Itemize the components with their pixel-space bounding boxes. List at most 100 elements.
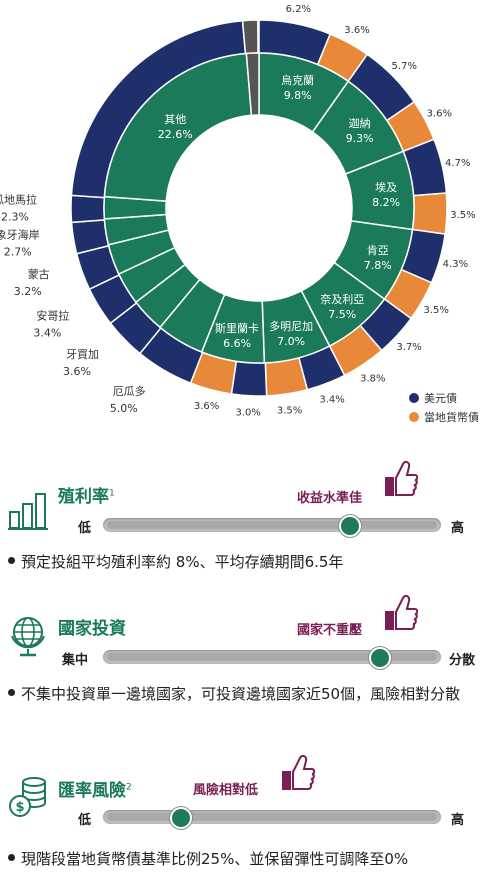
country-slider — [103, 647, 441, 669]
country-title-text: 國家投資 — [58, 619, 126, 639]
yield-title-text: 殖利率 — [58, 487, 109, 507]
inner-label-11: 象牙海岸 — [0, 227, 40, 241]
yield-section: 殖利率1 收益水準佳 低 高 預定投組平均殖利率約 8%、平均存續期間6.5年 — [0, 460, 490, 580]
inner-pct-13: 22.6% — [158, 128, 193, 141]
country-high-label: 分散 — [449, 653, 476, 668]
legend-swatch-local — [409, 412, 419, 422]
fx-section: $ 匯率風險2 風險相對低 低 高 現階段當地貨幣債基準比例25%、並保留彈性可… — [0, 752, 490, 896]
fx-footnote: 2 — [126, 782, 132, 793]
yield-slider-knob — [338, 515, 361, 537]
inner-label-12: 瓜地馬拉 — [0, 193, 37, 207]
inner-pct-7: 5.0% — [110, 402, 138, 415]
yield-bullet-text: 預定投組平均殖利率約 8%、平均存續期間6.5年 — [21, 553, 344, 571]
inner-label-4: 奈及利亞 — [320, 292, 364, 306]
globe-icon — [11, 617, 45, 657]
outer-pct-label-10: 3.4% — [319, 394, 344, 405]
bar-chart-icon — [8, 493, 48, 530]
coins-icon: $ — [9, 777, 46, 817]
inner-pct-9: 3.4% — [33, 326, 61, 339]
country-section: 國家投資 國家不重壓 集中 分散 不集中投資單一邊境國家，可投資邊境國家近50個… — [0, 592, 490, 742]
inner-label-14: 現金 1.3% — [154, 0, 207, 1]
yield-title: 殖利率1 — [58, 482, 115, 507]
fx-slider — [103, 807, 441, 829]
country-verdict: 國家不重壓 — [297, 623, 363, 638]
inner-label-10: 蒙古 — [28, 268, 50, 281]
country-bullet: 不集中投資單一邊境國家，可投資邊境國家近50個，風險相對分散 — [8, 682, 484, 706]
outer-segment-21 — [241, 19, 259, 55]
thumbs-up-icon — [385, 594, 418, 630]
yield-low-label: 低 — [78, 521, 92, 536]
yield-footnote: 1 — [109, 488, 115, 499]
yield-verdict: 收益水準佳 — [297, 491, 363, 506]
inner-label-2: 埃及 — [375, 180, 397, 194]
inner-pct-1: 9.3% — [346, 132, 374, 145]
outer-segment-12 — [230, 360, 268, 397]
outer-pct-label-7: 3.5% — [423, 305, 448, 316]
legend-swatch-usd — [409, 393, 419, 403]
allocation-donut-chart: 6.2% 3.6% 5.7% 3.6% 4.7% 3.5% 4.3% 3.5% 3.7% 3.8%… — [0, 0, 479, 424]
fx-verdict: 風險相對低 — [193, 783, 259, 798]
inner-pct-0: 9.8% — [284, 89, 312, 102]
inner-label-3: 肯亞 — [367, 244, 389, 257]
inner-label-0: 烏克蘭 — [281, 73, 314, 87]
inner-pct-3: 7.8% — [364, 259, 392, 272]
thumbs-up-icon — [385, 460, 418, 496]
fx-title: 匯率風險2 — [58, 776, 132, 801]
country-low-label: 集中 — [62, 653, 89, 668]
outer-segment-11 — [264, 356, 309, 397]
country-title: 國家投資 — [58, 614, 126, 639]
fx-title-text: 匯率風險 — [58, 781, 126, 801]
bullet-dot — [8, 557, 15, 564]
outer-pct-label-12: 3.0% — [235, 408, 260, 419]
bullet-dot — [8, 689, 15, 696]
inner-pct-12: 2.3% — [1, 211, 29, 224]
outer-pct-label-13: 3.6% — [194, 401, 219, 412]
inner-label-1: 迦納 — [349, 117, 371, 130]
inner-label-7: 厄瓜多 — [113, 384, 146, 398]
inner-label-9: 安哥拉 — [36, 308, 69, 322]
inner-segment-14 — [245, 52, 260, 117]
inner-segment-13 — [103, 52, 253, 202]
outer-pct-label-9: 3.8% — [360, 373, 385, 384]
inner-label-8: 牙買加 — [66, 348, 99, 361]
fx-low-label: 低 — [78, 813, 92, 828]
outer-segment-5 — [411, 192, 448, 235]
legend-label-local: 當地貨幣債 — [424, 410, 479, 424]
yield-high-label: 高 — [451, 521, 465, 536]
fx-bullet: 現階段當地貨幣債基準比例25%、並保留彈性可調降至0% — [8, 847, 484, 871]
inner-pct-4: 7.5% — [328, 308, 356, 321]
fx-slider-knob — [169, 807, 192, 829]
fx-high-label: 高 — [451, 813, 465, 828]
outer-pct-label-5: 3.5% — [450, 210, 475, 221]
inner-label-13: 其他 — [164, 113, 186, 126]
inner-label-5: 多明尼加 — [269, 319, 313, 333]
thumbs-up-icon — [282, 754, 315, 790]
outer-pct-label-3: 3.6% — [427, 109, 452, 120]
outer-pct-label-11: 3.5% — [277, 406, 302, 417]
inner-pct-5: 7.0% — [277, 335, 305, 348]
inner-pct-8: 3.6% — [63, 365, 91, 378]
svg-text:$: $ — [15, 800, 24, 815]
outer-pct-label-0: 6.2% — [286, 4, 311, 15]
country-bullet-text: 不集中投資單一邊境國家，可投資邊境國家近50個，風險相對分散 — [21, 685, 461, 703]
country-slider-knob — [369, 647, 392, 669]
outer-ring — [70, 19, 448, 397]
outer-segment-19 — [70, 194, 106, 224]
fx-bullet-text: 現階段當地貨幣債基準比例25%、並保留彈性可調降至0% — [21, 850, 409, 868]
legend-label-usd: 美元債 — [424, 391, 457, 405]
inner-pct-10: 3.2% — [14, 285, 42, 298]
inner-ring — [103, 52, 415, 364]
chart-labels: 6.2% 3.6% 5.7% 3.6% 4.7% 3.5% 4.3% 3.5% 3.7% 3.8%… — [0, 0, 476, 419]
outer-pct-label-6: 4.3% — [443, 259, 468, 270]
yield-slider — [103, 515, 441, 537]
inner-pct-11: 2.7% — [4, 245, 32, 258]
yield-bullet: 預定投組平均殖利率約 8%、平均存續期間6.5年 — [8, 550, 484, 574]
inner-label-6: 斯里蘭卡 — [215, 322, 259, 335]
outer-pct-label-1: 3.6% — [344, 25, 369, 36]
inner-pct-2: 8.2% — [372, 196, 400, 209]
outer-pct-label-8: 3.7% — [396, 342, 421, 353]
inner-pct-6: 6.6% — [223, 337, 251, 350]
bullet-dot — [8, 854, 15, 861]
outer-pct-label-2: 5.7% — [392, 61, 417, 72]
